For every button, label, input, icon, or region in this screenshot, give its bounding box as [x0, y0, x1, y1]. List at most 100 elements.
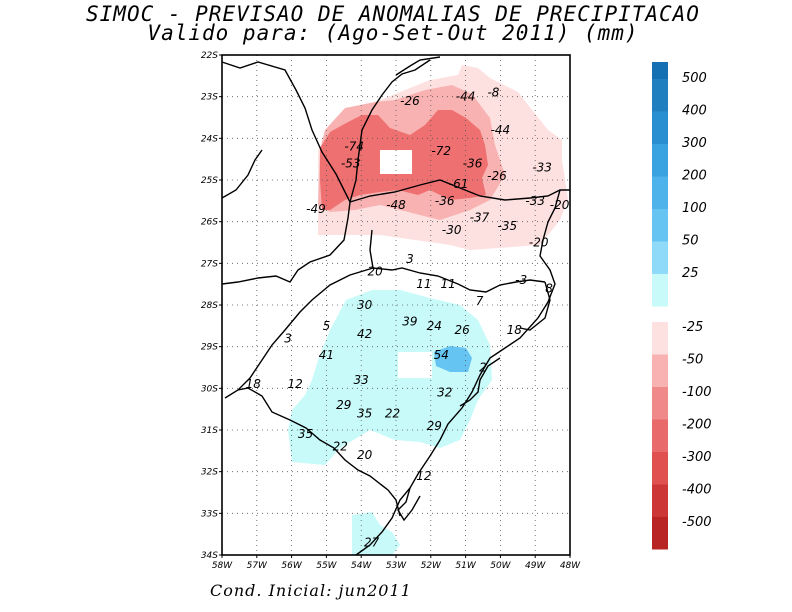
anomaly-value: 12 — [287, 377, 302, 391]
anomaly-value: 29 — [427, 419, 442, 433]
legend-label: 500 — [682, 71, 707, 86]
latitude-tick-label: 30S — [201, 384, 218, 394]
latitude-tick-label: 26S — [201, 218, 218, 228]
latitude-tick-label: 32S — [201, 468, 218, 478]
longitude-tick-label: 50W — [490, 561, 511, 571]
legend-swatch — [652, 484, 668, 517]
anomaly-value: -26 — [400, 94, 420, 108]
longitude-tick-label: 52W — [421, 561, 442, 571]
latitude-tick-label: 27S — [201, 259, 218, 269]
border-line — [369, 229, 546, 293]
anomaly-value: -3 — [515, 273, 527, 287]
positive-anomaly-strong-region — [434, 346, 472, 372]
border-line — [397, 487, 421, 522]
anomaly-value: 41 — [319, 348, 334, 362]
legend-swatch — [652, 517, 668, 550]
legend-label: -400 — [682, 483, 712, 498]
anomaly-value: 12 — [416, 469, 431, 483]
latitude-tick-label: 34S — [201, 551, 218, 561]
positive-anomaly-light-region — [288, 290, 492, 465]
anomaly-value: 18 — [507, 323, 523, 337]
anomaly-value: 42 — [357, 327, 372, 341]
graticule — [222, 55, 570, 555]
anomaly-value: 5 — [323, 319, 331, 333]
latitude-tick-label: 31S — [201, 426, 218, 436]
border-line — [519, 281, 551, 331]
anomaly-value: -8 — [487, 86, 499, 100]
legend-swatch — [652, 322, 668, 355]
axis-tick-labels: 22S23S24S25S26S27S28S29S30S31S32S33S34S5… — [201, 51, 581, 571]
anomaly-value: -61 — [449, 177, 469, 191]
anomaly-value: 30 — [357, 298, 373, 312]
anomaly-value: -49 — [306, 202, 326, 216]
legend-label: 25 — [682, 266, 699, 281]
anomaly-value: 39 — [402, 315, 417, 329]
anomaly-value: -30 — [442, 223, 462, 237]
legend-label: -25 — [682, 320, 703, 335]
legend-label: -100 — [682, 385, 712, 400]
color-legend: 500 400 300 200 100 50 25 -25 -50 -100 -200 -300 -40… — [652, 62, 712, 550]
longitude-tick-label: 55W — [316, 561, 337, 571]
legend-label: 50 — [682, 234, 699, 249]
anomaly-value: -20 — [529, 236, 549, 250]
latitude-tick-label: 25S — [201, 176, 218, 186]
legend-swatch — [652, 419, 668, 452]
border-line — [237, 387, 401, 517]
longitude-tick-label: 49W — [525, 561, 546, 571]
anomaly-value: -20 — [550, 198, 570, 212]
latitude-tick-label: 23S — [201, 93, 218, 103]
border-line — [459, 357, 501, 407]
anomaly-value: -48 — [386, 198, 406, 212]
legend-swatch — [652, 452, 668, 485]
anomaly-value: 7 — [476, 294, 484, 308]
border-line — [349, 59, 431, 203]
border-line — [224, 267, 374, 399]
anomaly-value: 22 — [385, 406, 400, 420]
legend-label: -300 — [682, 450, 712, 465]
anomaly-value: -26 — [487, 169, 507, 183]
latitude-tick-label: 24S — [201, 134, 218, 144]
legend-label: 100 — [682, 201, 707, 216]
anomaly-value: 33 — [354, 373, 369, 387]
longitude-tick-label: 53W — [386, 561, 407, 571]
anomaly-value: 18 — [246, 377, 262, 391]
anomaly-value: 35 — [298, 427, 313, 441]
anomaly-value: 29 — [336, 398, 351, 412]
anomaly-value: 20 — [357, 448, 373, 462]
anomaly-value-labels: -8-44-26-44-74 -72-53 -36 -33-26-61-49 -48 -3… — [246, 86, 570, 550]
legend-swatch — [652, 241, 668, 274]
political-boundaries — [221, 56, 570, 556]
longitude-tick-label: 54W — [351, 561, 372, 571]
longitude-tick-label: 56W — [281, 561, 302, 571]
anomaly-value: -36 — [435, 194, 455, 208]
latitude-tick-label: 33S — [201, 509, 218, 519]
chart-subtitle: Valido para: (Ago-Set-Out 2011) (mm) — [147, 21, 639, 45]
legend-label: 200 — [682, 169, 707, 184]
legend-label: -500 — [682, 515, 712, 530]
chart-title: SIMOC - PREVISAO DE ANOMALIAS DE PRECIPI… — [86, 2, 700, 26]
legend-swatch — [652, 354, 668, 387]
anomaly-value: 11 — [416, 277, 431, 291]
anomaly-value: 27 — [364, 536, 380, 550]
anomaly-value: -74 — [344, 140, 364, 154]
anomaly-value: 26 — [454, 323, 470, 337]
anomaly-value: -35 — [498, 219, 518, 233]
border-line — [349, 179, 570, 203]
longitude-tick-label: 58W — [212, 561, 233, 571]
anomaly-value: -33 — [532, 161, 552, 175]
anomaly-value: 11 — [441, 277, 456, 291]
anomaly-value: -44 — [491, 123, 511, 137]
legend-label: -200 — [682, 418, 712, 433]
longitude-tick-label: 57W — [247, 561, 268, 571]
legend-swatch — [652, 144, 668, 177]
anomaly-value: 22 — [333, 440, 348, 454]
legend-label: 300 — [682, 136, 707, 151]
anomaly-value: -53 — [341, 156, 361, 170]
anomaly-value: 2 — [479, 361, 487, 375]
anomaly-value: 24 — [427, 319, 442, 333]
anomaly-value: -33 — [525, 194, 545, 208]
legend-label: -50 — [682, 353, 703, 368]
legend-swatch — [652, 387, 668, 420]
latitude-tick-label: 29S — [201, 343, 218, 353]
